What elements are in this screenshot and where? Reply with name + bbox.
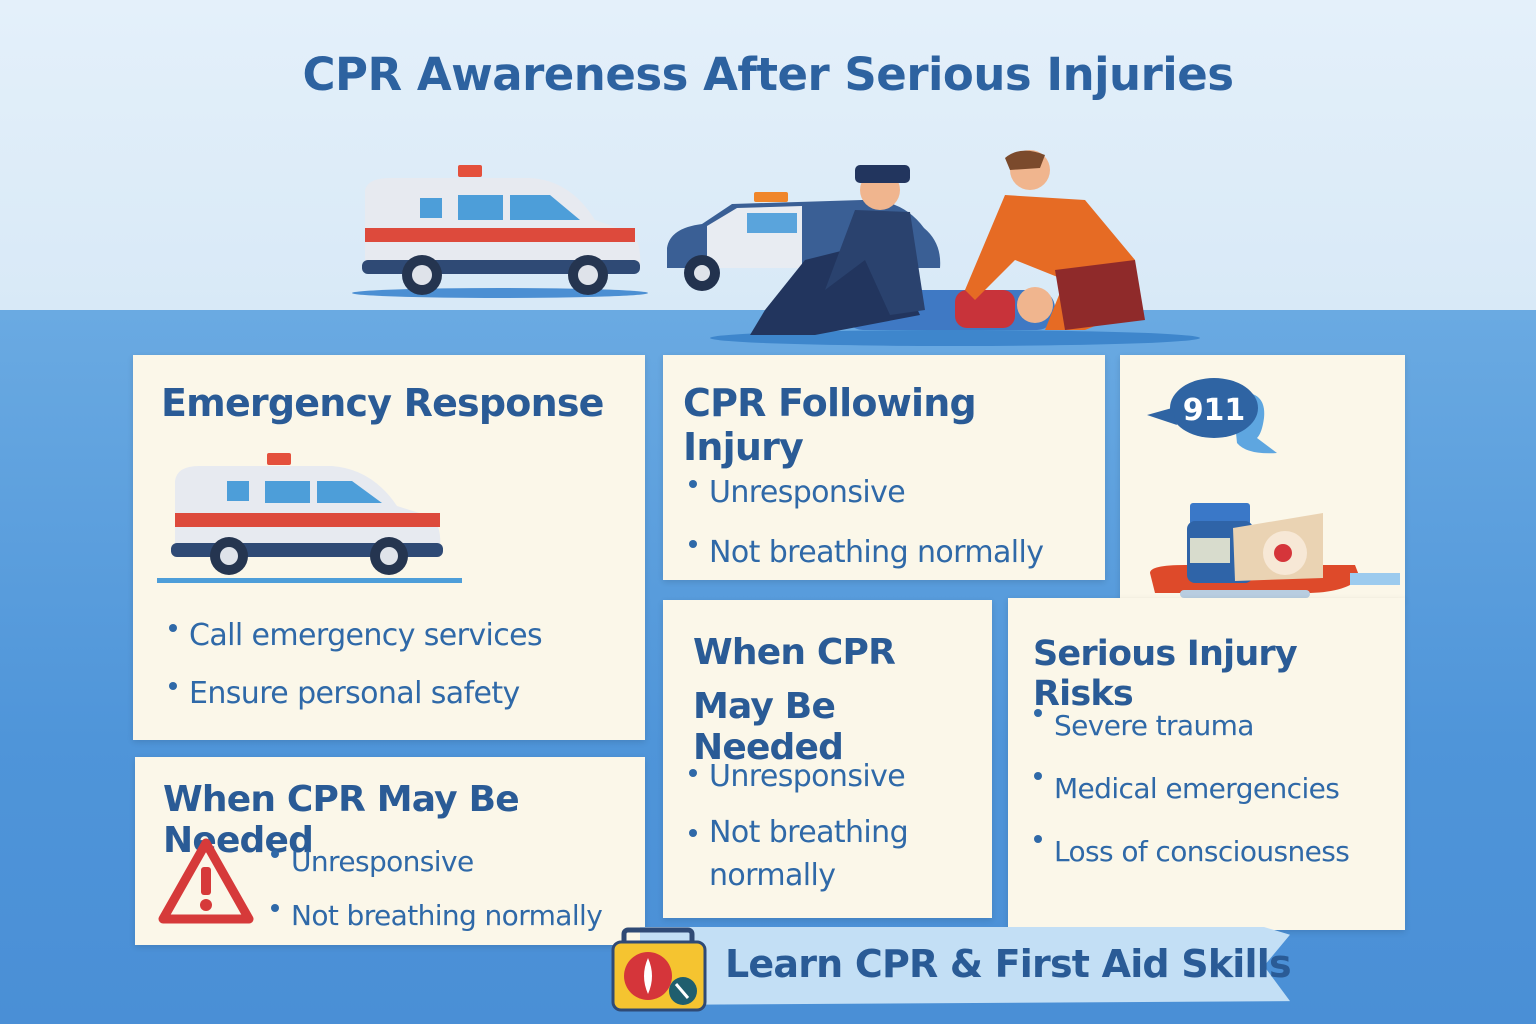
card-heading: CPR Following Injury [683, 381, 977, 469]
list-item: Medical emergencies [1030, 757, 1349, 820]
card-heading: When CPR May Be Needed [163, 779, 520, 861]
card-heading-line2: May Be Needed [693, 686, 844, 768]
list-item-continuation: normally [709, 858, 836, 893]
cpr-responders-illustration [710, 150, 1200, 346]
list-item: Loss of consciousness [1030, 820, 1350, 883]
list-item: Not breathing normally [267, 889, 603, 943]
warning-icon [158, 838, 254, 924]
when-cpr-needed-card-middle: When CPR May Be Needed Unresponsive Not … [663, 600, 992, 918]
page-title: CPR Awareness After Serious Injuries [302, 48, 1235, 101]
bullet-list: Call emergency services Ensure personal … [165, 607, 543, 723]
bullet-list: Severe trauma Medical emergencies Loss o… [1030, 694, 1350, 883]
serious-injury-risks-card: Serious Injury Risks Severe trauma Medic… [1008, 598, 1405, 930]
banner-label: Learn CPR & First Aid Skills [725, 942, 1292, 986]
aed-kit-icon [611, 927, 707, 1012]
ambulance-icon [157, 453, 462, 583]
list-item: Not breathing [685, 812, 909, 854]
list-item: Severe trauma [1030, 694, 1349, 757]
bullet-list: Unresponsive Not breathing normally [685, 463, 1044, 583]
list-item: Not breathing normally [685, 523, 1044, 583]
speech-bubble-911-icon: 911 [1147, 378, 1277, 454]
emergency-icons-card: 911 [1120, 355, 1405, 600]
list-item: Call emergency services [165, 607, 543, 665]
first-aid-supplies-icon [1150, 503, 1400, 598]
when-cpr-needed-card-left: When CPR May Be Needed Unresponsive Not … [135, 757, 645, 945]
bullet-list: Unresponsive Not breathing normally [685, 752, 909, 898]
banner [640, 927, 1290, 1005]
card-heading-line1: When CPR [693, 632, 896, 673]
list-item: Unresponsive [267, 835, 602, 889]
cpr-following-injury-card: CPR Following Injury Unresponsive Not br… [663, 355, 1105, 580]
call-number: 911 [1183, 393, 1246, 428]
list-item: Ensure personal safety [165, 665, 542, 723]
card-heading: Serious Injury Risks [1033, 634, 1298, 714]
bullet-list: Unresponsive Not breathing normally [267, 835, 603, 943]
card-heading: Emergency Response [161, 381, 604, 425]
list-item: Unresponsive [685, 463, 1043, 523]
list-item: Unresponsive [685, 752, 908, 802]
ambulance-illustration [352, 165, 648, 298]
emergency-response-card: Emergency Response Call emergency servic… [133, 355, 645, 740]
